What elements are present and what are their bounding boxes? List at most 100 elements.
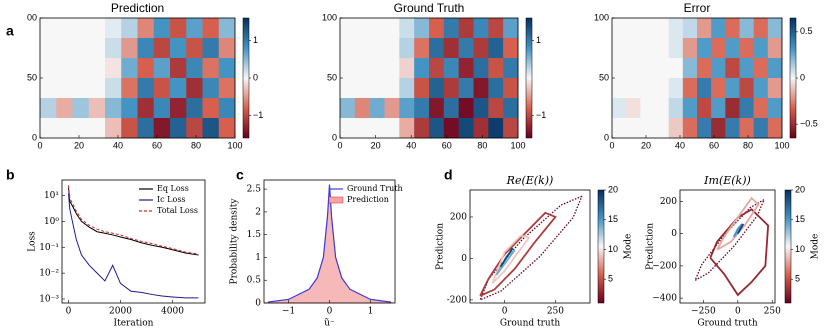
x-tick-label: 1	[368, 307, 374, 317]
heatmap-cell	[429, 18, 445, 39]
heatmap-cell	[668, 38, 684, 59]
x-tick-label: 60	[152, 140, 162, 150]
x-tick-label: 0	[502, 307, 508, 317]
heatmap-cell	[56, 78, 73, 99]
heatmap-cell	[654, 18, 669, 39]
heatmap-cell	[384, 118, 400, 139]
y-tick-label: 0	[332, 132, 337, 142]
heatmap-cell	[697, 118, 712, 139]
heatmap-cell	[725, 98, 740, 119]
heatmap-cell	[40, 58, 57, 79]
mode-curve	[709, 208, 770, 297]
heatmap-cell	[399, 118, 415, 139]
density-area	[267, 186, 392, 304]
heatmap-cell	[725, 118, 740, 139]
heatmap-cell	[137, 18, 155, 39]
y-tick-label: 0	[255, 299, 261, 309]
heatmap-cell	[473, 18, 489, 39]
heatmap-cell	[612, 18, 627, 39]
colorbar	[525, 17, 533, 139]
heatmap-cell	[414, 58, 430, 79]
colorbar-tick-label: 0	[253, 72, 258, 82]
heatmap-cell	[105, 118, 122, 139]
heatmap-cell	[56, 98, 73, 119]
y-axis-label: Probability density	[230, 198, 240, 285]
heatmap-cell	[153, 78, 171, 99]
heatmap-cell	[640, 78, 655, 99]
heatmap-cell	[626, 98, 641, 119]
heatmap-cell	[202, 78, 220, 99]
heatmap-cell	[202, 18, 220, 39]
x-tick-label: 100	[227, 140, 242, 150]
mode-curve	[499, 247, 514, 268]
heatmap-cell	[369, 18, 385, 39]
heatmap-cell	[186, 98, 203, 119]
colorbar	[789, 17, 797, 139]
colorbar-tick-label: −1	[536, 110, 546, 120]
x-tick-label: 80	[743, 140, 753, 150]
heatmap-cell	[640, 98, 655, 119]
heatmap-cell	[473, 58, 489, 79]
heatmap-cell	[711, 98, 726, 119]
heatmap-cell	[40, 78, 57, 99]
heatmap-cell	[384, 38, 400, 59]
heatmap-cell	[626, 18, 641, 39]
y-tick-label: −200	[652, 261, 677, 271]
heatmap-cell	[488, 78, 504, 99]
mode-curve	[491, 234, 531, 284]
heatmap-cell	[384, 58, 400, 79]
colorbar-tick-label: 0.5	[800, 26, 813, 36]
heatmap-cell	[153, 38, 171, 59]
heatmap-cell	[137, 98, 155, 119]
heatmap-cell	[612, 78, 627, 99]
y-tick-label: 00	[27, 12, 37, 22]
heatmap-cell	[739, 18, 754, 39]
heatmap-cell	[488, 118, 504, 139]
plot-frame	[679, 189, 776, 304]
heatmap-cell	[668, 98, 684, 119]
heatmap-cell	[697, 98, 712, 119]
heatmap-cell	[72, 98, 90, 119]
heatmap-cell	[153, 18, 171, 39]
heatmap-cell	[121, 98, 138, 119]
heatmap-cell	[697, 38, 712, 59]
heatmap-cell	[767, 98, 783, 119]
heatmap-cell	[739, 118, 754, 139]
heatmap-cell	[218, 18, 236, 39]
heatmap-cell	[458, 98, 474, 119]
heatmap-cell	[429, 98, 445, 119]
heatmap-cell	[429, 78, 445, 99]
y-tick-label: 50	[599, 72, 609, 82]
heatmap-cell	[654, 118, 669, 139]
colorbar-tick-label: 0	[800, 72, 805, 82]
heatmap-cell	[218, 38, 236, 59]
y-tick-label: 200	[660, 197, 677, 207]
colorbar-tick-label: 20	[795, 184, 805, 194]
x-axis-label: Ground truth	[697, 319, 757, 329]
heatmap-cell	[56, 18, 73, 39]
heatmap-cell	[414, 98, 430, 119]
heatmap-cell	[725, 78, 740, 99]
colorbar-tick-label: 5	[608, 274, 613, 284]
heatmap-cell	[354, 118, 370, 139]
heatmap-cell	[711, 18, 726, 39]
heatmap-cell	[384, 78, 400, 99]
panel-label: a	[6, 23, 14, 39]
panel-label: b	[6, 167, 15, 183]
heatmap-cell	[170, 118, 187, 139]
x-tick-label: −250	[691, 307, 716, 317]
heatmap-cell	[40, 18, 57, 39]
plot-frame	[469, 189, 591, 304]
heatmap-cell	[697, 18, 712, 39]
heatmap-cell	[711, 58, 726, 79]
x-tick-label: 0	[327, 307, 333, 317]
heatmap-cell	[473, 98, 489, 119]
heatmap-cell	[739, 38, 754, 59]
y-tick-label: 10⁻³	[39, 294, 59, 304]
heatmap-cell	[725, 38, 740, 59]
x-tick-label: 60	[709, 140, 719, 150]
y-tick-label: 1	[255, 253, 261, 263]
heatmap-cell	[753, 118, 769, 139]
heatmap-cell	[340, 58, 356, 79]
y-tick-label: 100	[594, 12, 609, 22]
